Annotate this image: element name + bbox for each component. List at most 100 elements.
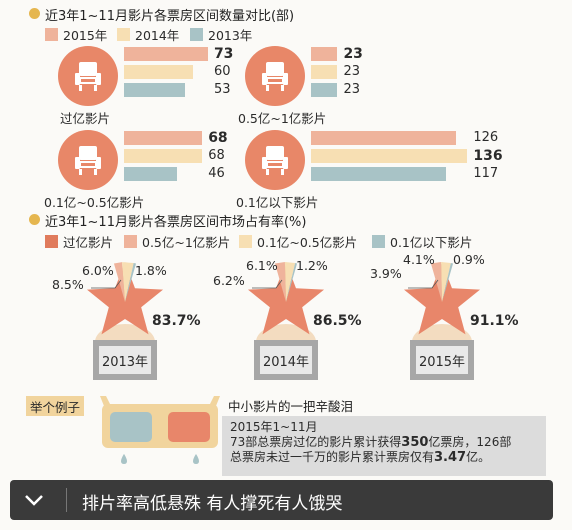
pct-label: 6.2% — [213, 273, 245, 288]
category-label: 0.1亿~0.5亿影片 — [44, 195, 145, 210]
legend-50m-100m: 0.5亿~1亿影片 — [124, 232, 230, 251]
note-text: 亿。 — [466, 450, 491, 464]
legend-label: 0.1亿以下影片 — [390, 235, 473, 250]
collapse-bar[interactable]: 排片率高低悬殊 有人撑死有人饿哭 — [10, 480, 553, 520]
leader-line — [252, 279, 283, 289]
legend-label: 2013年 — [208, 28, 253, 43]
bar-value-label: 126 — [473, 130, 499, 145]
legend-label: 2015年 — [63, 28, 108, 43]
divider — [66, 488, 67, 512]
legend-swatch — [124, 235, 137, 248]
example-tag: 举个例子 — [26, 396, 84, 416]
bar-value-label: 68 — [208, 148, 225, 163]
pct-label: 91.1% — [470, 313, 519, 329]
bar — [311, 167, 446, 181]
bar-value-label: 136 — [473, 148, 503, 164]
bar-value-label: 53 — [213, 82, 231, 97]
section1-title: 近3年1~11月影片各票房区间数量对比(部) — [45, 9, 295, 24]
legend-swatch — [45, 28, 58, 41]
legend-over-100m: 过亿影片 — [45, 232, 113, 251]
star-share-wedge — [442, 262, 454, 302]
legend-swatch — [45, 235, 58, 248]
bar — [311, 65, 338, 79]
star-share-wedge — [284, 262, 296, 302]
legend-10m-50m: 0.1亿~0.5亿影片 — [239, 232, 357, 251]
bar-value-label: 60 — [213, 64, 231, 79]
year-box-2013: 2013年 — [93, 340, 157, 380]
leader-line — [91, 279, 122, 289]
section-bullet — [29, 214, 40, 225]
pct-label: 86.5% — [313, 313, 362, 329]
pct-label: 8.5% — [52, 277, 84, 292]
example-note: 2015年1~11月 73部总票房过亿的影片累计获得350亿票房，126部 总票… — [222, 416, 546, 476]
note-text: 73部总票房过亿的影片累计获得 — [230, 435, 402, 449]
star-share-wedge — [125, 262, 137, 302]
note-text: 亿票房，126部 — [428, 435, 512, 449]
pct-label: 83.7% — [152, 313, 201, 329]
note-line: 总票房未过一千万的影片累计票房仅有3.47亿。 — [230, 450, 538, 465]
legend-swatch — [117, 28, 130, 41]
cinema-seat-icon — [245, 46, 305, 106]
year-label: 2014年 — [260, 346, 312, 374]
pct-label: 6.0% — [82, 263, 114, 278]
pct-label: 1.8% — [135, 263, 167, 278]
note-text: 总票房未过一千万的影片累计票房仅有 — [230, 450, 435, 464]
legend-label: 2014年 — [135, 28, 180, 43]
pct-label: 3.9% — [370, 266, 402, 281]
bar — [124, 65, 193, 79]
bar-value-label: 117 — [473, 166, 499, 181]
legend-2013: 2013年 — [190, 25, 252, 44]
year-box-2015: 2015年 — [410, 340, 474, 380]
pct-label: 1.2% — [296, 258, 328, 273]
year-label: 2013年 — [99, 346, 151, 374]
legend-swatch — [372, 235, 385, 248]
legend-label: 过亿影片 — [63, 235, 114, 250]
pct-label: 6.1% — [246, 258, 278, 273]
cinema-seat-icon — [58, 46, 118, 106]
bar-value-label: 23 — [343, 46, 363, 62]
cinema-seat-icon — [245, 130, 305, 190]
example-heading: 中小影片的一把辛酸泪 — [228, 399, 354, 414]
bar-value-label: 68 — [208, 130, 228, 146]
legend-swatch — [190, 28, 203, 41]
section-bullet — [29, 8, 40, 19]
cinema-seat-icon — [58, 130, 118, 190]
3d-glasses-icon — [100, 396, 220, 464]
legend-label: 0.5亿~1亿影片 — [142, 235, 231, 250]
bar — [124, 83, 185, 97]
bar — [311, 149, 468, 163]
category-label: 过亿影片 — [60, 111, 111, 126]
leader-line — [408, 279, 439, 289]
star-share-wedge — [122, 262, 134, 302]
legend-2015: 2015年 — [45, 25, 107, 44]
pct-label: 0.9% — [453, 252, 485, 267]
category-label: 0.5亿~1亿影片 — [238, 111, 327, 126]
bar — [124, 149, 203, 163]
pct-label: 4.1% — [403, 252, 435, 267]
category-label: 0.1亿以下影片 — [236, 195, 319, 210]
legend-label: 0.1亿~0.5亿影片 — [257, 235, 358, 250]
bar — [124, 131, 203, 145]
bar — [124, 167, 177, 181]
legend-under-10m: 0.1亿以下影片 — [372, 232, 472, 251]
note-number: 3.47 — [434, 450, 467, 465]
chevron-down-icon[interactable] — [22, 488, 46, 512]
bar — [124, 47, 208, 61]
bar — [311, 131, 456, 145]
legend-swatch — [239, 235, 252, 248]
year-label: 2015年 — [416, 346, 468, 374]
star-share-wedge — [286, 263, 298, 302]
bottom-title: 排片率高低悬殊 有人撑死有人饿哭 — [82, 494, 343, 514]
legend-2014: 2014年 — [117, 25, 179, 44]
bar-value-label: 46 — [208, 166, 225, 181]
bar — [311, 83, 338, 97]
note-number: 350 — [401, 435, 429, 450]
bar — [311, 47, 338, 61]
bar-value-label: 23 — [343, 64, 360, 79]
section2-title: 近3年1~11月影片各票房区间市场占有率(%) — [45, 215, 307, 230]
year-box-2014: 2014年 — [254, 340, 318, 380]
bar-value-label: 23 — [343, 82, 360, 97]
bar-value-label: 73 — [213, 46, 234, 62]
note-line: 2015年1~11月 — [230, 420, 318, 434]
